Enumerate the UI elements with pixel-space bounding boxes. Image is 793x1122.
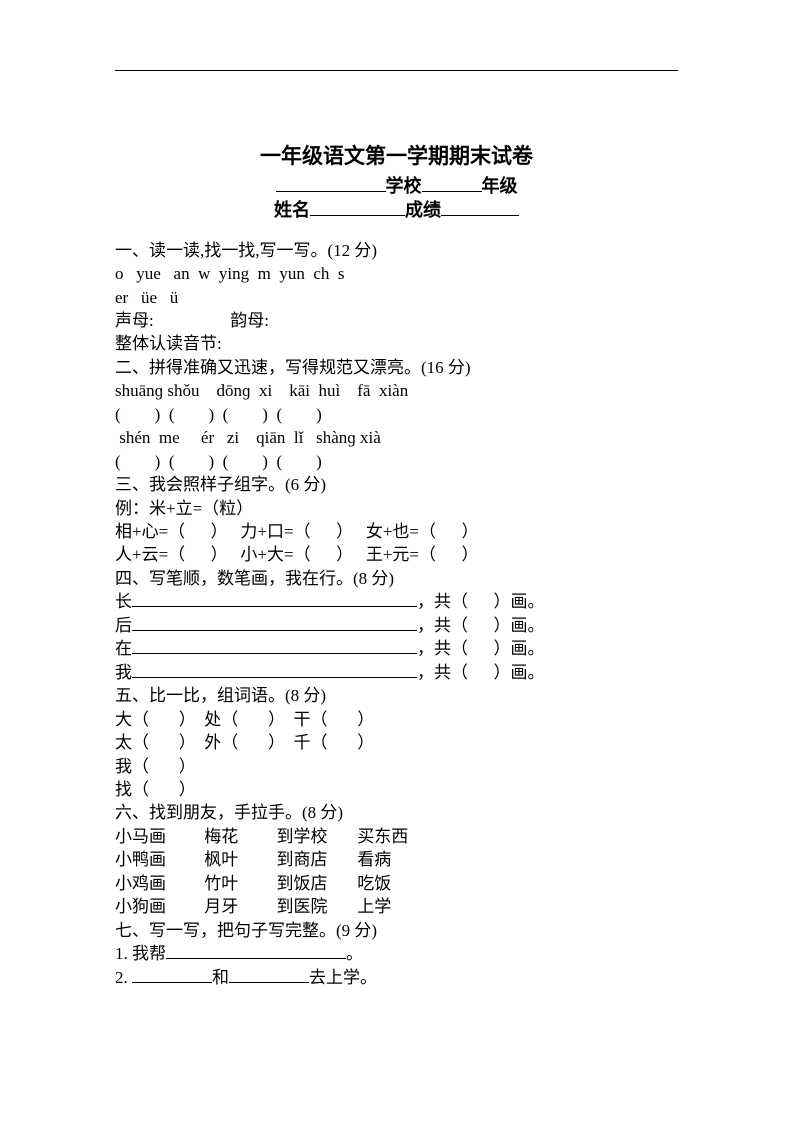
q1-heading: 一、读一读,找一找,写一写。(12 分) [115,239,678,262]
q6-heading: 六、找到朋友，手拉手。(8 分) [115,801,678,824]
header-line-1: 学校 年级 [115,174,678,198]
q5-line1: 大（ ） 处（ ） 干（ ） [115,708,678,731]
q4-char-2: 在 [115,639,132,658]
q1-line2: er üe ü [115,286,678,309]
q4-suffix-2: ，共（ ）画。 [417,639,545,658]
q7-item2-a: 2. [115,968,132,987]
q4-blank-2[interactable] [132,653,417,654]
q1-shengmu: 声母: [115,311,154,330]
q7-item2-b: 和 [212,968,229,987]
q4-blank-0[interactable] [132,606,417,607]
q7-item2-c: 去上学。 [309,968,377,987]
q4-suffix-1: ，共（ ）画。 [417,616,545,635]
score-blank[interactable] [441,198,519,216]
q6-row-1: 小鸭画 枫叶 到商店 看病 [115,848,678,871]
q3-line1: 相+心=（ ） 力+口=（ ） 女+也=（ ） [115,520,678,543]
q4-suffix-3: ，共（ ）画。 [417,663,545,682]
q4-blank-1[interactable] [132,630,417,631]
q4-item-2: 在 ，共（ ）画。 [115,637,678,660]
q1-shengmu-line: 声母: 韵母: [115,309,678,332]
header-rule [115,70,678,71]
q7-item1-suffix: 。 [346,944,363,963]
score-label: 成绩 [405,200,441,220]
grade-label: 年级 [482,176,518,196]
q4-item-3: 我 ，共（ ）画。 [115,661,678,684]
q7-heading: 七、写一写，把句子写完整。(9 分) [115,919,678,942]
q5-heading: 五、比一比，组词语。(8 分) [115,684,678,707]
q5-line3: 我（ ） [115,755,678,778]
q2-row2b: ( ) ( ) ( ) ( ) [115,450,678,473]
school-blank[interactable] [276,174,386,192]
q7-item1-prefix: 1. 我帮 [115,944,166,963]
q3-example: 例：米+立=（粒） [115,497,678,520]
q4-char-3: 我 [115,663,132,682]
school-label: 学校 [386,176,422,196]
q2-row1: shuānɡ shǒu dōnɡ xi kāi huì fā xiàn [115,379,678,402]
q7-item1: 1. 我帮 。 [115,942,678,965]
name-label: 姓名 [274,200,310,220]
main-title: 一年级语文第一学期期末试卷 [115,140,678,170]
q2-row2: shén me ér zi qiān lǐ shànɡ xià [115,426,678,449]
q5-line2: 太（ ） 外（ ） 千（ ） [115,731,678,754]
q4-char-0: 长 [115,592,132,611]
title-block: 一年级语文第一学期期末试卷 学校 年级 姓名 成绩 [115,140,678,223]
q3-heading: 三、我会照样子组字。(6 分) [115,473,678,496]
q4-heading: 四、写笔顺，数笔画，我在行。(8 分) [115,567,678,590]
q6-row-0: 小马画 梅花 到学校 买东西 [115,825,678,848]
content-body: 一、读一读,找一找,写一写。(12 分) o yue an w ying m y… [115,239,678,990]
q7-item1-blank[interactable] [166,942,346,959]
q7-item2: 2. 和 去上学。 [115,966,678,989]
name-blank[interactable] [310,198,405,216]
header-line-2: 姓名 成绩 [115,198,678,222]
q4-blank-3[interactable] [132,677,417,678]
q2-row1b: ( ) ( ) ( ) ( ) [115,403,678,426]
q5-line4: 找（ ） [115,778,678,801]
q6-row-2: 小鸡画 竹叶 到饭店 吃饭 [115,872,678,895]
grade-blank[interactable] [422,174,482,192]
q4-char-1: 后 [115,616,132,635]
q1-line1: o yue an w ying m yun ch s [115,262,678,285]
q4-item-1: 后 ，共（ ）画。 [115,614,678,637]
q1-zhengti: 整体认读音节: [115,332,678,355]
q6-row-3: 小狗画 月牙 到医院 上学 [115,895,678,918]
q2-heading: 二、拼得准确又迅速，写得规范又漂亮。(16 分) [115,356,678,379]
q1-yunmu: 韵母: [230,311,269,330]
q7-item2-blank2[interactable] [229,966,309,983]
q4-item-0: 长 ，共（ ）画。 [115,590,678,613]
q7-item2-blank1[interactable] [132,966,212,983]
q3-line2: 人+云=（ ） 小+大=（ ） 王+元=（ ） [115,543,678,566]
q4-suffix-0: ，共（ ）画。 [417,592,545,611]
